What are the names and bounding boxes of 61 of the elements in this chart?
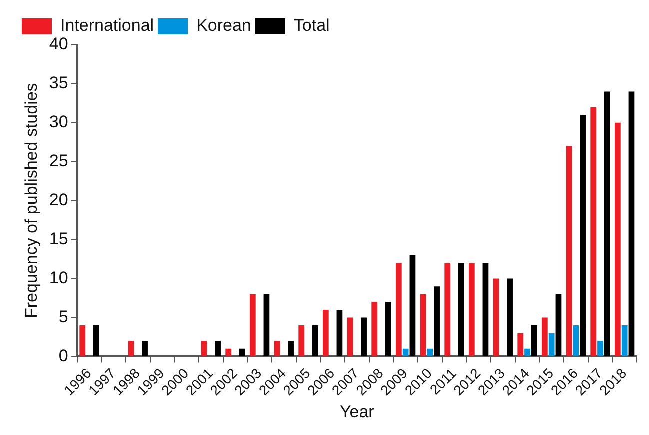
bar: [402, 348, 409, 356]
bar: [226, 348, 232, 356]
bar: [590, 107, 597, 356]
bar: [385, 302, 392, 356]
bar: [469, 263, 475, 356]
bar: [580, 115, 586, 356]
bar: [434, 286, 440, 356]
bar: [482, 263, 489, 356]
bar: [548, 333, 555, 356]
bar: [427, 348, 434, 356]
bar: [264, 294, 270, 356]
y-tick-label: 30: [49, 112, 68, 132]
bar: [573, 326, 580, 356]
bar: [250, 294, 256, 356]
bar: [420, 294, 426, 356]
bar: [518, 333, 524, 356]
bar: [239, 348, 246, 356]
bar: [524, 348, 530, 356]
y-axis-title: Frequency of published studies: [22, 83, 41, 319]
bar: [215, 341, 221, 356]
bar: [361, 318, 367, 356]
bar: [93, 326, 100, 356]
bar: [410, 255, 416, 356]
bar: [298, 326, 305, 356]
y-tick-label: 20: [49, 190, 68, 210]
bar: [201, 341, 208, 356]
bar: [322, 310, 329, 356]
bar: [566, 146, 572, 356]
bar: [288, 341, 294, 356]
bar: [531, 326, 538, 356]
legend-label: International: [60, 16, 154, 36]
y-tick-label: 40: [49, 34, 68, 54]
y-tick-label: 15: [49, 230, 68, 248]
bar: [80, 326, 86, 356]
bar: [604, 92, 610, 356]
legend-label: Korean: [196, 16, 252, 36]
y-tick-label: 0: [58, 346, 68, 366]
bar: [615, 122, 621, 356]
bar: [312, 326, 318, 356]
bar: [396, 263, 402, 356]
legend-label: Total: [294, 16, 330, 36]
x-axis-title: Year: [340, 402, 375, 422]
bar: [493, 278, 500, 356]
y-tick-label: 25: [49, 152, 68, 171]
bar: [598, 341, 604, 356]
bar: [274, 341, 280, 356]
bar: [128, 341, 134, 356]
y-tick-label: 5: [58, 307, 68, 326]
y-tick-label: 10: [49, 268, 68, 288]
bar: [336, 310, 343, 356]
bar: [507, 278, 513, 356]
bar: [458, 263, 464, 356]
bar: [372, 302, 378, 356]
bar: [622, 326, 628, 356]
bar: [347, 318, 354, 356]
bar: [142, 341, 148, 356]
bar: [542, 318, 548, 356]
bar: [556, 294, 562, 356]
y-tick-label: 35: [49, 74, 68, 93]
bar: [628, 92, 635, 356]
bar: [444, 263, 451, 356]
